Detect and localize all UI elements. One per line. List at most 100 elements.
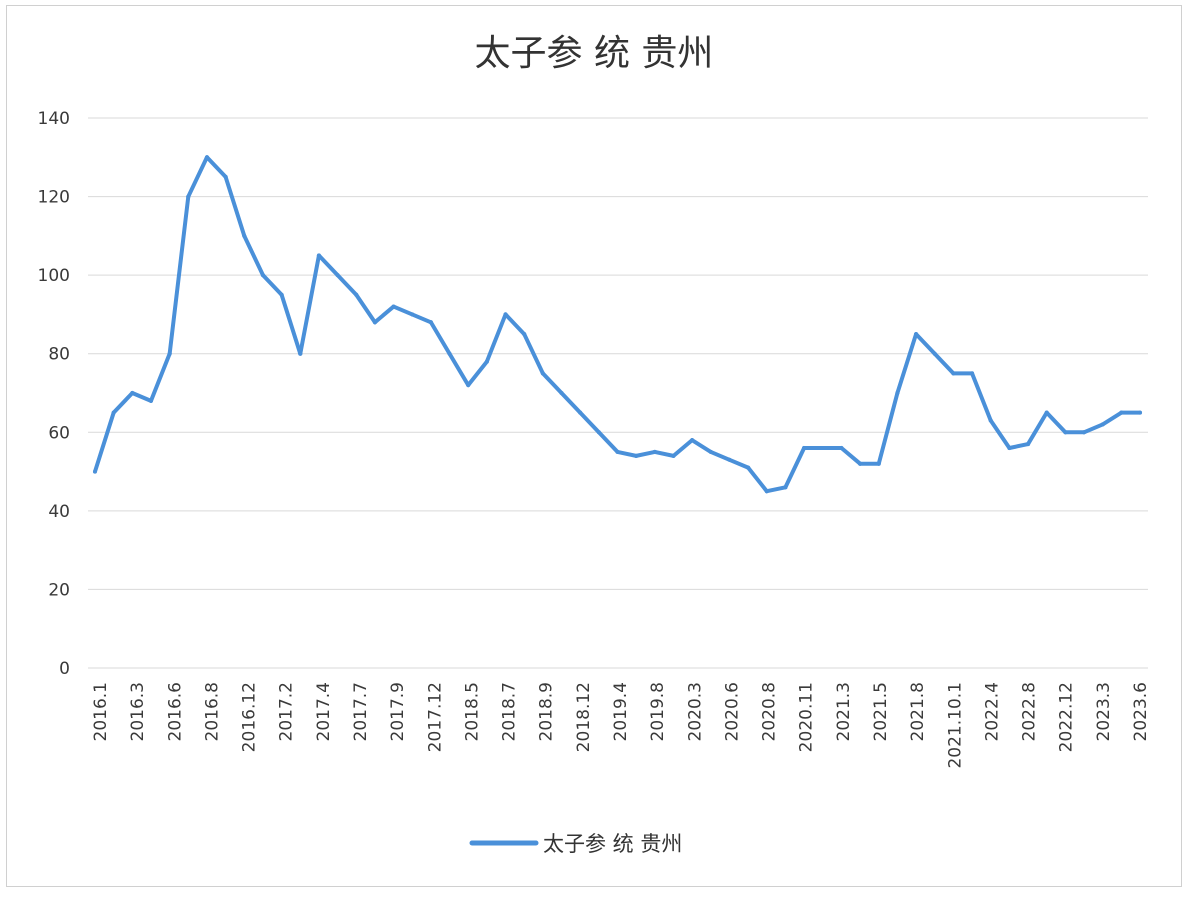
data-point (111, 410, 116, 415)
data-point (447, 351, 452, 356)
series-line-segment (242, 233, 265, 278)
data-point (578, 410, 583, 415)
gridlines (88, 117, 1148, 669)
data-point (372, 320, 377, 325)
series-line-segment (876, 391, 900, 466)
data-point (279, 292, 284, 297)
series-line-segment (932, 351, 956, 376)
x-tick-label: 2018.7 (500, 682, 520, 741)
x-tick-label: 2017.12 (425, 682, 445, 752)
data-point (708, 449, 713, 454)
x-tick-label: 2016.6 (165, 682, 185, 741)
data-point (93, 469, 97, 474)
x-tick-label: 2017.2 (277, 682, 297, 741)
data-point (951, 371, 956, 376)
series-line-segment (298, 253, 321, 356)
series-line-segment (428, 320, 452, 356)
data-point (167, 351, 172, 356)
data-point (746, 465, 751, 470)
series-line-segment (148, 351, 172, 403)
legend: 太子参 统 贵州 (469, 832, 682, 856)
series-line-segment (167, 194, 191, 356)
series-line-segment (634, 449, 657, 458)
x-tick-label: 2021.8 (908, 682, 928, 741)
series-line-segment (503, 312, 527, 337)
series-line-segment (93, 410, 116, 474)
data-point (615, 449, 620, 454)
series-line-segment (279, 292, 303, 356)
data-point (540, 371, 545, 376)
x-tick-label: 2020.6 (722, 682, 742, 741)
series-line-segment (652, 449, 676, 458)
data-point (690, 438, 695, 443)
series-line-segment (522, 332, 545, 376)
x-tick-label: 2017.7 (351, 682, 371, 741)
series-line-segment (839, 446, 863, 466)
series-line-segment (484, 312, 508, 364)
series-line-segment (708, 449, 732, 462)
data-point (260, 273, 265, 278)
data-point (1119, 410, 1124, 415)
data-point (970, 371, 975, 376)
y-tick-label: 40 (48, 502, 70, 522)
data-point (298, 351, 303, 356)
data-point (652, 449, 657, 454)
legend-label: 太子参 统 贵州 (543, 832, 682, 856)
data-point (596, 430, 601, 435)
x-tick-label: 2016.3 (128, 682, 148, 741)
series-line-segment (260, 273, 284, 297)
data-point (1138, 410, 1142, 415)
series-line-segment (466, 359, 489, 388)
data-point (242, 233, 247, 238)
data-point (802, 446, 807, 450)
x-tick-label: 2016.8 (202, 682, 222, 741)
data-point (522, 332, 527, 337)
data-point (1063, 430, 1068, 435)
series-line-segment (1044, 410, 1068, 435)
series-line-segment (316, 253, 340, 278)
data-point (876, 461, 881, 466)
series-line-segment (1026, 410, 1049, 447)
data-point (391, 304, 396, 309)
series-line-segment (540, 371, 564, 395)
series-line-segment (764, 485, 788, 494)
data-point (130, 391, 135, 395)
series-line-segment (186, 155, 209, 199)
data-point (671, 453, 676, 458)
y-tick-label: 80 (48, 345, 70, 365)
x-tick-label: 2018.12 (574, 682, 594, 752)
series-line-segment (895, 332, 919, 395)
series-line-segment (783, 446, 807, 490)
data-point (932, 351, 937, 356)
data-point (466, 383, 471, 388)
data-point (783, 485, 788, 490)
series-line-segment (372, 304, 396, 325)
data-point (186, 194, 191, 199)
y-tick-label: 20 (48, 580, 70, 600)
y-tick-label: 100 (38, 266, 70, 286)
data-point (428, 320, 433, 325)
x-tick-label: 2017.4 (314, 682, 334, 741)
x-tick-label: 2020.8 (760, 682, 780, 741)
x-tick-label: 2020.3 (685, 682, 705, 741)
y-tick-label: 0 (59, 659, 70, 679)
data-point (1082, 430, 1087, 435)
series-line-segment (671, 438, 695, 458)
x-tick-label: 2017.9 (388, 682, 408, 741)
series-line-segment (204, 155, 228, 179)
series-line-segment (914, 332, 937, 356)
y-tick-label: 120 (38, 188, 70, 208)
data-point (634, 453, 639, 458)
series-line-segment (970, 371, 993, 423)
data-point (1100, 422, 1105, 427)
x-tick-label: 2016.12 (240, 682, 260, 752)
series-line-segment (1082, 422, 1105, 435)
series-line-segment (615, 449, 639, 458)
data-point (839, 446, 844, 450)
series-line-segment (391, 304, 415, 317)
series-line-segment (578, 410, 601, 435)
series-line-segment (130, 391, 153, 403)
series-line-segment (596, 430, 620, 454)
series-line-segment (746, 465, 769, 494)
